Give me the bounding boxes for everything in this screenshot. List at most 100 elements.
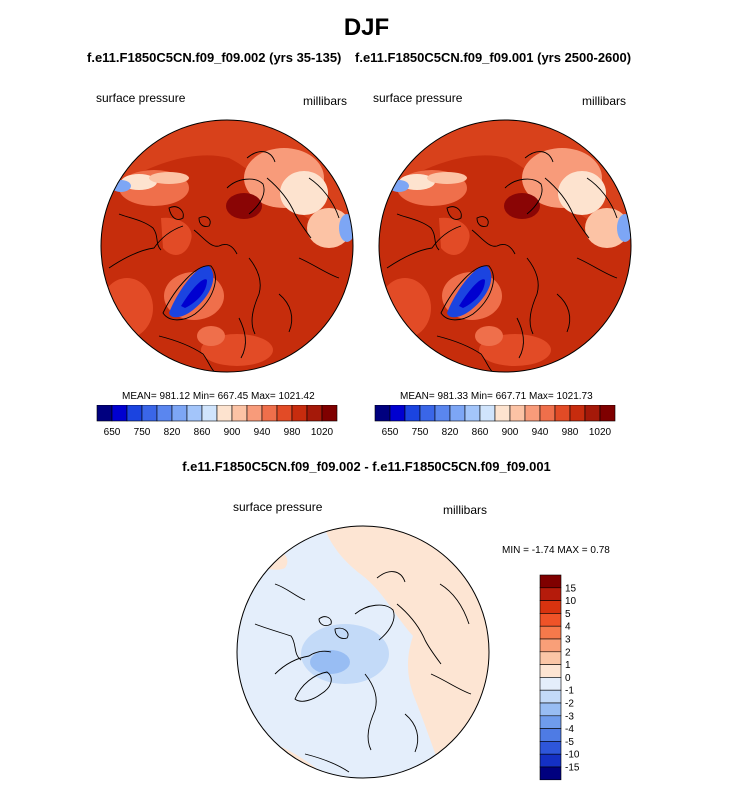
panel-1-colorbar-swatch xyxy=(291,405,308,422)
difference-colorbar-tick-label: 15 xyxy=(565,583,577,594)
difference-title: f.e11.F1850C5CN.f09_f09.002 - f.e11.F185… xyxy=(182,459,551,474)
panel-2-mean-label: MEAN= xyxy=(400,391,435,402)
difference-colorbar-tick-label: 3 xyxy=(565,635,571,646)
difference-colorbar-swatch xyxy=(539,651,562,665)
panel-2-colorbar-swatch xyxy=(509,405,526,422)
difference-colorbar-swatch xyxy=(539,613,562,627)
difference-colorbar-tick-label: 4 xyxy=(565,622,571,633)
panel-1-colorbar-swatch xyxy=(321,405,338,422)
panel-2-colorbar-tick-label: 900 xyxy=(502,427,519,438)
panel-2-colorbar-swatch xyxy=(569,405,586,422)
panel-1-colorbar-tick-label: 650 xyxy=(104,427,121,438)
panel-2-colorbar-swatch xyxy=(404,405,421,422)
panel-1-colorbar-swatch xyxy=(156,405,173,422)
difference-variable-label: surface pressure xyxy=(233,500,323,514)
panel-1-mean-label: MEAN= xyxy=(122,391,157,402)
panel-1-colorbar-swatch xyxy=(231,405,248,422)
difference-colorbar-tick-label: -10 xyxy=(565,750,580,761)
panel-1-polar-map xyxy=(100,119,354,373)
panel-2-colorbar-swatch xyxy=(374,405,391,422)
panel-1-colorbar-tick-label: 860 xyxy=(194,427,211,438)
panel-2-colorbar-swatch xyxy=(524,405,541,422)
panel-1-colorbar-swatch xyxy=(96,405,113,422)
difference-colorbar-swatch xyxy=(539,574,562,589)
difference-max-value: 0.78 xyxy=(590,545,610,556)
panel-2-polar-map xyxy=(378,119,632,373)
panel-2-case-title: f.e11.F1850C5CN.f09_f09.001 (yrs 2500-26… xyxy=(355,50,632,65)
difference-colorbar-swatch xyxy=(539,638,562,653)
panel-1-colorbar-swatch xyxy=(261,405,278,422)
panel-1-colorbar-tick-label: 900 xyxy=(224,427,241,438)
difference-polar-map xyxy=(236,525,490,779)
panel-2-units-label: millibars xyxy=(582,94,627,108)
main-title: DJF xyxy=(343,14,390,41)
panel-1-colorbar-swatch xyxy=(111,405,128,422)
panel-2-colorbar-swatch xyxy=(539,405,556,422)
panel-1-stats: MEAN= 981.12 Min= 667.45 Max= 1021.42 xyxy=(122,391,315,402)
panel-2-colorbar-tick-label: 820 xyxy=(442,427,459,438)
panel-1-colorbar-tick-label: 940 xyxy=(254,427,271,438)
panel-2-colorbar-swatch xyxy=(554,405,571,422)
panel-1-colorbar-swatch xyxy=(246,405,263,422)
panel-2-colorbar-swatch xyxy=(584,405,601,422)
panel-1-units-label: millibars xyxy=(303,94,348,108)
panel-2-variable-label: surface pressure xyxy=(373,91,463,105)
panel-1-max-value: 1021.42 xyxy=(278,391,315,402)
panel-2-colorbar-swatch xyxy=(389,405,406,422)
difference-colorbar-swatch xyxy=(539,741,562,755)
panel-2-mean-value: 981.33 xyxy=(437,391,469,402)
difference-min-value: -1.74 xyxy=(531,545,555,556)
panel-2-colorbar-swatch xyxy=(479,405,496,422)
panel-2-stats: MEAN= 981.33 Min= 667.71 Max= 1021.73 xyxy=(400,391,593,402)
difference-colorbar-tick-label: -5 xyxy=(565,737,574,748)
difference-colorbar-swatch xyxy=(539,677,562,691)
panel-1-colorbar-swatch xyxy=(141,405,158,422)
panel-2-min-label: Min= xyxy=(470,391,493,402)
panel-2-colorbar-swatch xyxy=(419,405,436,422)
difference-colorbar-swatch xyxy=(539,689,562,704)
panel-2-colorbar-swatch xyxy=(599,405,616,422)
panel-1-mean-value: 981.12 xyxy=(159,391,191,402)
panel-1-colorbar-swatch xyxy=(126,405,143,422)
panel-2-colorbar-tick-label: 750 xyxy=(412,427,429,438)
panel-1-colorbar-tick-label: 820 xyxy=(164,427,181,438)
difference-colorbar-swatch xyxy=(539,728,562,742)
panel-2-colorbar-tick-label: 940 xyxy=(532,427,549,438)
difference-colorbar-swatch xyxy=(539,702,562,717)
panel-1-variable-label: surface pressure xyxy=(96,91,186,105)
difference-units-label: millibars xyxy=(443,503,488,517)
panel-1-colorbar-swatch xyxy=(186,405,203,422)
panel-2-max-label: Max= xyxy=(529,391,554,402)
difference-colorbar-tick-label: -1 xyxy=(565,686,574,697)
panel-1-min-label: Min= xyxy=(192,391,215,402)
panel-1-colorbar-tick-label: 1020 xyxy=(311,427,334,438)
panel-1-min-value: 667.45 xyxy=(217,391,249,402)
difference-colorbar-swatch xyxy=(539,664,562,678)
panel-1-colorbar-tick-label: 980 xyxy=(284,427,301,438)
difference-min-max: MIN = -1.74 MAX = 0.78 xyxy=(502,545,610,556)
difference-colorbar-tick-label: 5 xyxy=(565,609,571,620)
difference-colorbar-swatch xyxy=(539,766,562,781)
difference-colorbar-tick-label: -2 xyxy=(565,699,574,710)
panel-2-min-value: 667.71 xyxy=(495,391,527,402)
difference-colorbar-tick-label: 10 xyxy=(565,596,577,607)
panel-1-colorbar-swatch xyxy=(306,405,323,422)
panel-1-max-label: Max= xyxy=(251,391,276,402)
panel-2-colorbar-tick-label: 650 xyxy=(382,427,399,438)
difference-colorbar-tick-label: -3 xyxy=(565,711,574,722)
difference-min-label: MIN = xyxy=(502,545,529,556)
panel-1-colorbar: 650 750 820 860 900 940 980 1020 xyxy=(96,405,338,438)
panel-2-max-value: 1021.73 xyxy=(556,391,593,402)
panel-2-colorbar-swatch xyxy=(449,405,466,422)
difference-max-label: MAX = xyxy=(557,545,588,556)
panel-1-colorbar-swatch xyxy=(171,405,188,422)
panel-1-colorbar-swatch xyxy=(216,405,233,422)
panel-2-colorbar-tick-label: 980 xyxy=(562,427,579,438)
difference-colorbar-tick-label: 2 xyxy=(565,647,571,658)
difference-colorbar-swatch xyxy=(539,715,562,729)
panel-2-colorbar-swatch xyxy=(434,405,451,422)
panel-2-colorbar: 650 750 820 860 900 940 980 1020 xyxy=(374,405,616,438)
difference-colorbar-tick-label: -4 xyxy=(565,724,574,735)
difference-colorbar-tick-label: 0 xyxy=(565,673,571,684)
